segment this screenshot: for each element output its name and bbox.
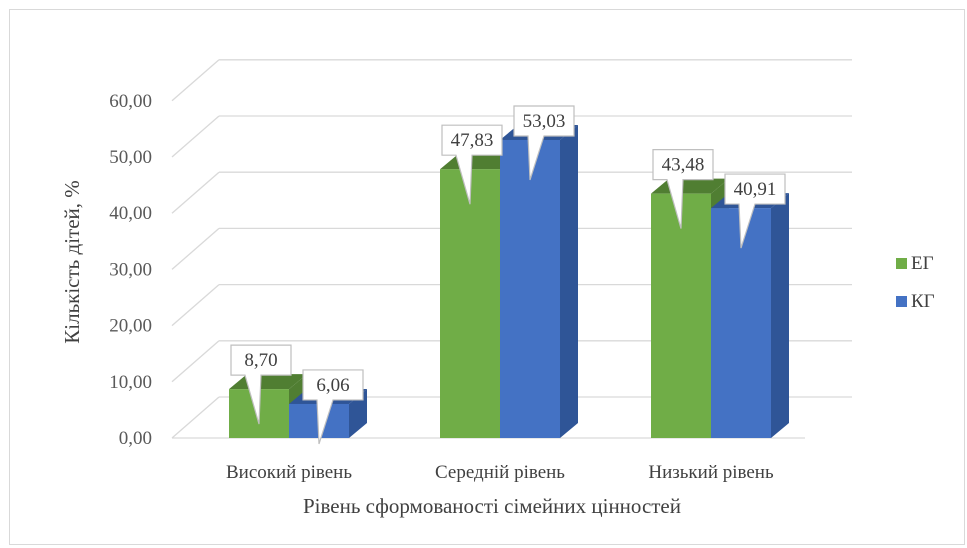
data-labels: 8,70 6,06 47,83 53,03 43,48 40,91 <box>230 105 786 445</box>
x-tick-label: Високий рівень <box>226 462 352 483</box>
legend-label: КГ <box>911 291 935 312</box>
gridline-depth <box>171 171 220 214</box>
data-label: 47,83 <box>451 130 494 151</box>
legend: ЕГ КГ <box>896 253 935 312</box>
legend-swatch <box>896 296 907 307</box>
data-label-callout <box>302 369 364 445</box>
bar <box>500 139 560 438</box>
data-label: 43,48 <box>662 155 705 176</box>
gridline-depth <box>171 396 220 439</box>
data-label-callout <box>724 173 786 249</box>
data-label: 40,91 <box>734 179 777 200</box>
bar <box>651 193 711 438</box>
data-label-callout <box>441 124 503 205</box>
y-tick-label: 40,00 <box>109 203 152 224</box>
y-tick-label: 0,00 <box>119 428 152 449</box>
data-label: 53,03 <box>523 111 566 132</box>
x-category-labels: Високий рівень Середній рівень Низький рів… <box>226 462 774 483</box>
gridline-depth <box>171 340 220 383</box>
legend-label: ЕГ <box>911 253 934 274</box>
y-axis-title: Кількість дітей, % <box>60 180 84 344</box>
y-tick-label: 30,00 <box>109 259 152 280</box>
bars <box>229 124 789 438</box>
data-label-callout <box>513 105 575 181</box>
y-tick-label: 10,00 <box>109 372 152 393</box>
gridline-depth <box>171 115 220 158</box>
y-tick-label: 60,00 <box>109 91 152 112</box>
gridline-depth <box>171 284 220 327</box>
bar-side <box>771 193 789 438</box>
x-tick-label: Низький рівень <box>648 462 774 483</box>
gridline-depth <box>171 227 220 270</box>
bar-side <box>349 388 367 438</box>
y-tick-labels: 0,00 10,00 20,00 30,00 40,00 50,00 60,00 <box>109 91 152 449</box>
bar-side <box>560 124 578 438</box>
data-label-callout <box>652 149 714 229</box>
bar <box>440 169 500 438</box>
legend-swatch <box>896 258 907 269</box>
data-label: 8,70 <box>244 350 277 371</box>
data-label: 6,06 <box>316 375 349 396</box>
gridline-depth <box>171 59 220 102</box>
data-label-callout <box>230 344 292 425</box>
x-axis-title: Рівень сформованості сімейних цінностей <box>303 494 681 518</box>
y-tick-label: 20,00 <box>109 316 152 337</box>
x-tick-label: Середній рівень <box>435 462 565 483</box>
y-tick-label: 50,00 <box>109 147 152 168</box>
